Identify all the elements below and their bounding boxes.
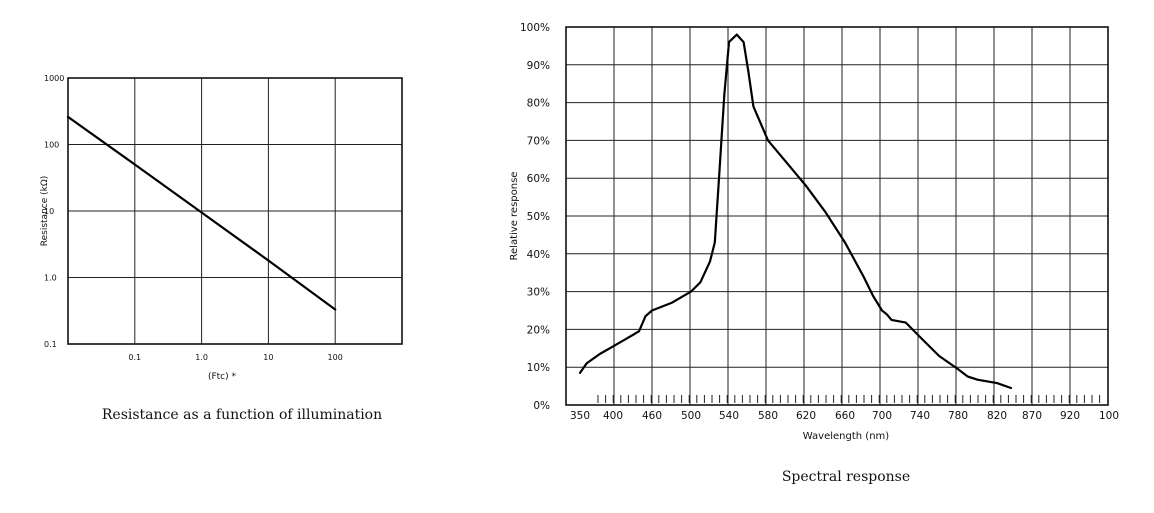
- resistance-chart: 1000 100 10 1.0 0.1 0.1 1.0 10 100 Resistance (…: [40, 74, 403, 423]
- spectral-y-axis-label: Relative response: [509, 172, 520, 261]
- spectral-y-tick-label: 0%: [533, 400, 550, 412]
- spectral-x-tick-label: 540: [719, 410, 739, 422]
- spectral-x-tick-label: 350: [570, 410, 590, 422]
- resistance-x-ticks: 0.1 1.0 10 100: [128, 353, 342, 362]
- spectral-y-tick-label: 80%: [527, 98, 550, 110]
- spectral-x-tick-label: 500: [681, 410, 701, 422]
- resistance-y-axis-label: Resistance (kΩ): [40, 176, 50, 246]
- spectral-x-axis-label: Wavelength (nm): [803, 431, 889, 442]
- spectral-y-tick-label: 100%: [520, 22, 550, 34]
- spectral-x-tick-label: 620: [796, 410, 816, 422]
- spectral-chart-title: Spectral response: [782, 469, 910, 485]
- spectral-x-tick-label: 660: [835, 410, 855, 422]
- resistance-x-tick-label: 0.1: [128, 353, 141, 362]
- resistance-y-tick-label: 1.0: [44, 274, 57, 283]
- spectral-x-ticks: 350 400 460 500 540 580 620 660 700 740 780 820 870 9…: [570, 410, 1119, 422]
- spectral-y-tick-label: 10%: [527, 362, 550, 374]
- resistance-chart-title: Resistance as a function of illumination: [102, 407, 382, 423]
- spectral-series-line: [578, 33, 1013, 390]
- spectral-chart: 100% 90% 80% 70% 60% 50% 40% 30% 20% 10% 0% 350 400…: [509, 22, 1119, 485]
- spectral-x-tick-label: 700: [872, 410, 892, 422]
- resistance-grid: [68, 78, 402, 344]
- spectral-x-tick-label: 740: [910, 410, 930, 422]
- spectral-x-tick-label: 920: [1060, 410, 1080, 422]
- spectral-y-tick-label: 20%: [527, 324, 550, 336]
- spectral-x-tick-label: 400: [603, 410, 623, 422]
- resistance-x-tick-label: 1.0: [195, 353, 208, 362]
- resistance-y-tick-label: 10: [44, 207, 54, 216]
- resistance-y-tick-label: 0.1: [44, 340, 57, 349]
- resistance-x-axis-label: (Ftc) *: [208, 372, 237, 382]
- spectral-x-tick-label: 870: [1022, 410, 1042, 422]
- spectral-x-tick-label: 820: [987, 410, 1007, 422]
- spectral-x-tick-label: 460: [642, 410, 662, 422]
- resistance-plot-frame: [67, 77, 403, 345]
- spectral-y-tick-label: 90%: [527, 60, 550, 72]
- resistance-x-tick-label: 100: [328, 353, 343, 362]
- spectral-y-tick-label: 50%: [527, 211, 550, 223]
- resistance-series-line: [66, 115, 337, 311]
- resistance-y-tick-label: 100: [44, 141, 59, 150]
- spectral-y-tick-label: 30%: [527, 287, 550, 299]
- resistance-y-tick-label: 1000: [44, 74, 64, 83]
- resistance-x-tick-label: 10: [263, 353, 273, 362]
- spectral-y-tick-label: 60%: [527, 173, 550, 185]
- spectral-grid: [566, 27, 1108, 405]
- spectral-y-tick-label: 70%: [527, 135, 550, 147]
- spectral-plot-frame: [565, 26, 1109, 406]
- spectral-y-tick-label: 40%: [527, 249, 550, 261]
- spectral-x-tick-label: 100: [1099, 410, 1119, 422]
- resistance-y-ticks: 1000 100 10 1.0 0.1: [44, 74, 64, 349]
- spectral-minor-ticks: [597, 395, 1101, 403]
- spectral-x-tick-label: 780: [948, 410, 968, 422]
- spectral-y-ticks: 100% 90% 80% 70% 60% 50% 40% 30% 20% 10% 0%: [520, 22, 550, 412]
- spectral-x-tick-label: 580: [758, 410, 778, 422]
